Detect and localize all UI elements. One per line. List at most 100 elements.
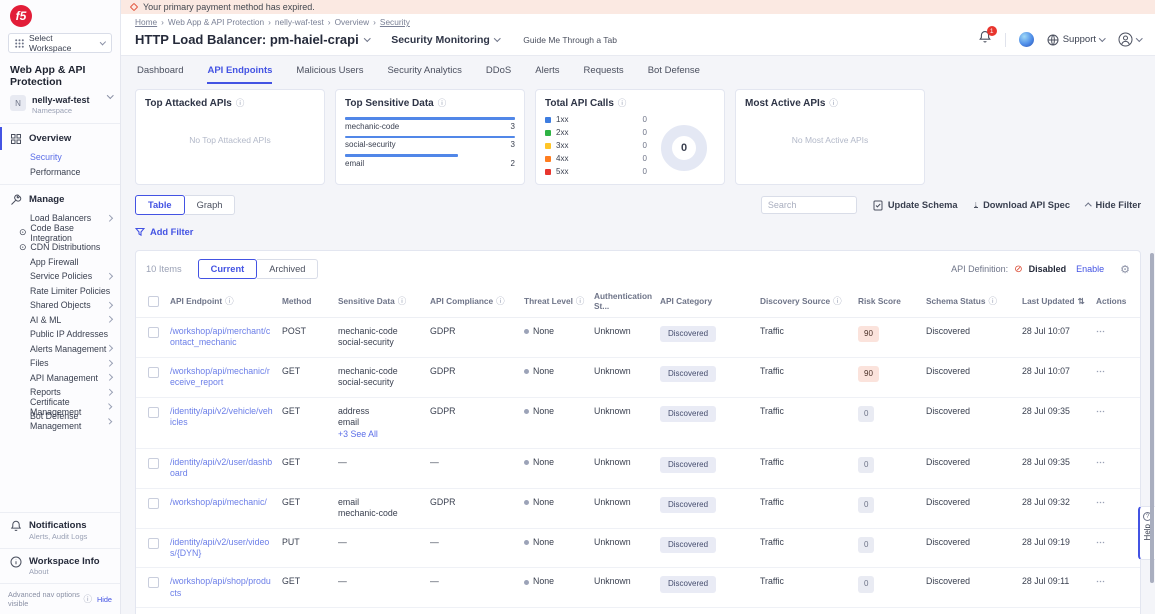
hide-filter-button[interactable]: Hide Filter: [1086, 200, 1141, 210]
row-checkbox[interactable]: [148, 327, 159, 338]
column-header-sensitive-data[interactable]: Sensitive Dataⓘ: [338, 295, 430, 307]
sidebar-item-app-firewall[interactable]: App Firewall: [0, 254, 120, 269]
row-checkbox[interactable]: [148, 577, 159, 588]
breadcrumb-item[interactable]: nelly-waf-test: [275, 17, 324, 27]
sidebar-item-notifications[interactable]: NotificationsAlerts, Audit Logs: [0, 512, 120, 547]
update-schema-button[interactable]: Update Schema: [873, 200, 958, 211]
column-header-api-compliance[interactable]: API Complianceⓘ: [430, 295, 524, 307]
column-header-discovery-source[interactable]: Discovery Sourceⓘ: [760, 295, 858, 307]
endpoint-link[interactable]: /workshop/api/merchant/contact_mechanic: [170, 326, 270, 347]
sidebar-item-files[interactable]: Files: [0, 356, 120, 371]
table-view-button[interactable]: Table: [135, 195, 185, 215]
info-icon[interactable]: ⓘ: [833, 295, 842, 307]
info-icon[interactable]: ⓘ: [236, 97, 245, 109]
info-icon[interactable]: ⓘ: [829, 97, 838, 109]
sidebar-item-code-base-integration[interactable]: ⊙Code Base Integration: [0, 225, 120, 240]
chevron-down-icon[interactable]: [364, 35, 370, 41]
endpoint-link[interactable]: /workshop/api/mechanic/: [170, 497, 267, 507]
tab-dashboard[interactable]: Dashboard: [137, 65, 183, 84]
breadcrumb-item[interactable]: Security: [380, 17, 410, 27]
sidebar-item-ai-ml[interactable]: AI & ML: [0, 312, 120, 327]
row-checkbox[interactable]: [148, 367, 159, 378]
see-all-link[interactable]: +3 See All: [338, 429, 422, 440]
support-menu[interactable]: Support: [1047, 34, 1105, 46]
sidebar-item-performance[interactable]: Performance: [0, 164, 120, 179]
workspace-selector[interactable]: Select Workspace: [8, 33, 112, 53]
row-actions-button[interactable]: ⋯: [1096, 537, 1136, 548]
row-checkbox[interactable]: [148, 498, 159, 509]
tab-bot-defense[interactable]: Bot Defense: [648, 65, 700, 84]
namespace-selector[interactable]: N nelly-waf-test Namespace: [0, 94, 120, 124]
sidebar-item-security[interactable]: Security: [0, 150, 120, 165]
sidebar-item-alerts-management[interactable]: Alerts Management: [0, 341, 120, 356]
sidebar-item-shared-objects[interactable]: Shared Objects: [0, 298, 120, 313]
row-checkbox[interactable]: [148, 538, 159, 549]
row-actions-button[interactable]: ⋯: [1096, 366, 1136, 377]
monitoring-selector[interactable]: Security Monitoring: [391, 34, 499, 46]
tab-security-analytics[interactable]: Security Analytics: [387, 65, 461, 84]
tab-malicious-users[interactable]: Malicious Users: [296, 65, 363, 84]
sidebar-item-workspace-info[interactable]: Workspace InfoAbout: [0, 548, 120, 583]
row-actions-button[interactable]: ⋯: [1096, 406, 1136, 417]
sidebar-section-overview[interactable]: Overview: [0, 127, 120, 150]
info-icon[interactable]: ⓘ: [225, 295, 234, 307]
sidebar-item-public-ip-addresses[interactable]: Public IP Addresses: [0, 327, 120, 342]
tab-ddos[interactable]: DDoS: [486, 65, 511, 84]
f5-logo-icon[interactable]: f5: [10, 5, 32, 27]
vertical-scrollbar[interactable]: [1150, 253, 1154, 583]
info-icon[interactable]: ⓘ: [398, 295, 407, 307]
gear-icon[interactable]: ⚙: [1120, 263, 1130, 276]
page-title[interactable]: HTTP Load Balancer: pm-haiel-crapi: [135, 32, 359, 47]
info-icon[interactable]: ⓘ: [438, 97, 447, 109]
row-checkbox[interactable]: [148, 407, 159, 418]
sort-icon[interactable]: ⇅: [1078, 296, 1085, 306]
account-menu[interactable]: [1118, 32, 1142, 47]
row-actions-button[interactable]: ⋯: [1096, 457, 1136, 468]
search-input[interactable]: [761, 196, 857, 214]
row-checkbox[interactable]: [148, 458, 159, 469]
column-header-threat-level[interactable]: Threat Levelⓘ: [524, 295, 594, 307]
endpoint-link[interactable]: /identity/api/v2/vehicle/vehicles: [170, 406, 273, 427]
tab-requests[interactable]: Requests: [584, 65, 624, 84]
hide-nav-link[interactable]: Hide: [97, 595, 112, 604]
column-header-last-updated[interactable]: Last Updated⇅: [1022, 296, 1096, 306]
row-actions-button[interactable]: ⋯: [1096, 576, 1136, 587]
row-actions-button[interactable]: ⋯: [1096, 497, 1136, 508]
endpoint-link[interactable]: /identity/api/v2/user/dashboard: [170, 457, 272, 478]
info-icon[interactable]: ⓘ: [618, 97, 627, 109]
sphere-icon[interactable]: [1019, 32, 1034, 47]
endpoint-link[interactable]: /workshop/api/shop/products: [170, 576, 271, 597]
sidebar-item-bot-defense-management[interactable]: Bot Defense Management: [0, 414, 120, 429]
column-header-api-endpoint[interactable]: API Endpointⓘ: [170, 295, 282, 307]
enable-link[interactable]: Enable: [1076, 264, 1104, 274]
row-actions-button[interactable]: ⋯: [1096, 326, 1136, 337]
column-header-actions[interactable]: Actions: [1096, 296, 1136, 306]
column-header-schema-status[interactable]: Schema Statusⓘ: [926, 295, 1022, 307]
info-icon[interactable]: ⓘ: [988, 295, 997, 307]
graph-view-button[interactable]: Graph: [185, 195, 236, 215]
endpoint-link[interactable]: /identity/api/v2/user/videos/{DYN}: [170, 537, 269, 558]
select-all-checkbox[interactable]: [148, 296, 159, 307]
column-header-api-category[interactable]: API Category: [660, 296, 760, 306]
breadcrumb-item[interactable]: Overview: [335, 17, 370, 27]
column-header-authentication-st-[interactable]: Authentication St...: [594, 291, 660, 311]
current-tab-button[interactable]: Current: [198, 259, 258, 279]
guide-me-link[interactable]: Guide Me Through a Tab: [523, 35, 617, 45]
add-filter-button[interactable]: Add Filter: [135, 227, 193, 237]
sidebar-section-manage[interactable]: Manage: [0, 188, 120, 211]
sidebar-item-api-management[interactable]: API Management: [0, 370, 120, 385]
sidebar-item-rate-limiter-policies[interactable]: Rate Limiter Policies: [0, 283, 120, 298]
breadcrumb-item[interactable]: Home: [135, 17, 157, 27]
breadcrumb-item[interactable]: Web App & API Protection: [168, 17, 264, 27]
archived-tab-button[interactable]: Archived: [257, 259, 318, 279]
sidebar-item-service-policies[interactable]: Service Policies: [0, 269, 120, 284]
tab-alerts[interactable]: Alerts: [535, 65, 559, 84]
notifications-button[interactable]: 1: [978, 30, 992, 49]
info-icon[interactable]: ⓘ: [576, 295, 585, 307]
download-api-spec-button[interactable]: ↓ Download API Spec: [974, 200, 1070, 210]
column-header-method[interactable]: Method: [282, 296, 338, 306]
endpoint-link[interactable]: /workshop/api/mechanic/receive_report: [170, 366, 270, 387]
column-header-risk-score[interactable]: Risk Score: [858, 296, 926, 306]
tab-api-endpoints[interactable]: API Endpoints: [207, 65, 272, 84]
info-icon[interactable]: ⓘ: [496, 295, 505, 307]
